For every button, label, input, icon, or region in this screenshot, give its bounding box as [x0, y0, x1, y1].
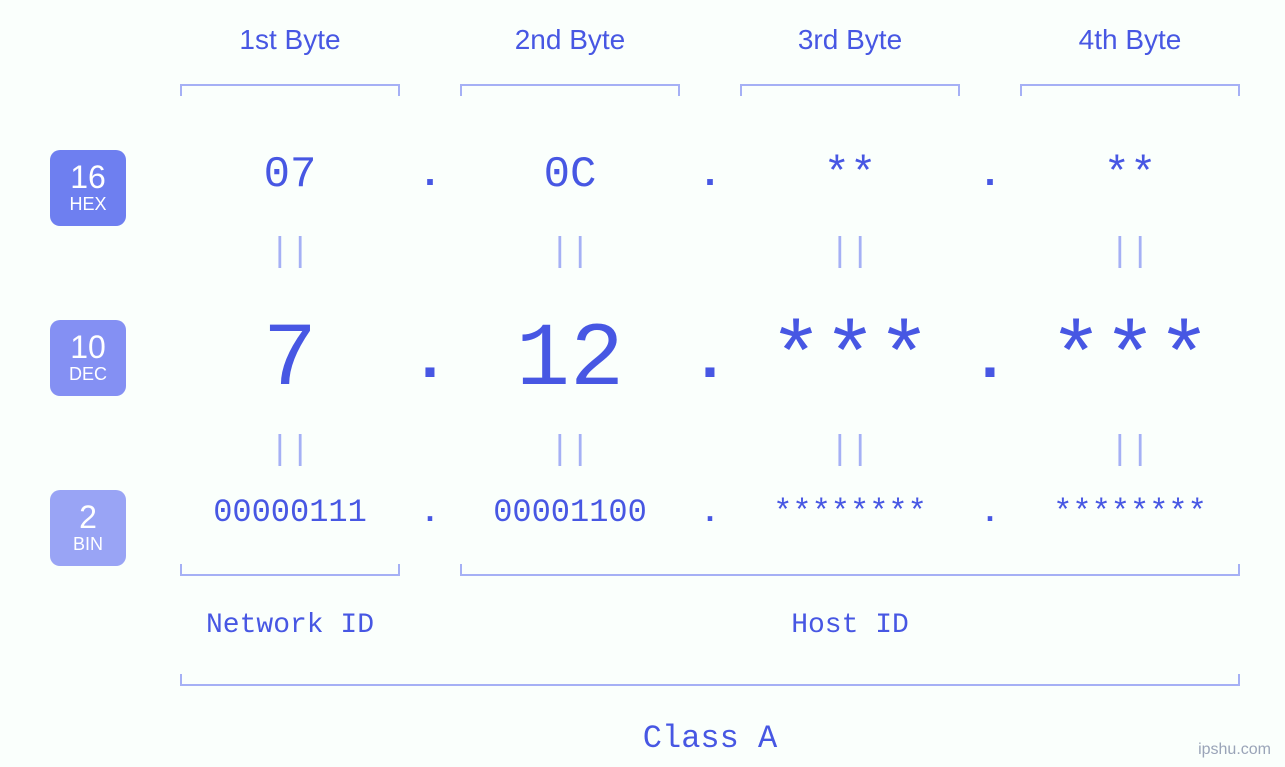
- dec-byte-3: ***: [740, 310, 960, 412]
- byte-header-3: 3rd Byte: [740, 24, 960, 56]
- equals-icon: ||: [1020, 234, 1240, 272]
- bin-byte-4: ********: [1020, 494, 1240, 531]
- dot-icon: .: [680, 325, 740, 397]
- network-bracket: [180, 564, 400, 576]
- hex-badge: 16 HEX: [50, 150, 126, 226]
- equals-icon: ||: [740, 234, 960, 272]
- host-id-label: Host ID: [460, 610, 1240, 641]
- equals-row-1: || || || ||: [180, 234, 1240, 272]
- equals-icon: ||: [1020, 432, 1240, 470]
- network-id-label: Network ID: [180, 610, 400, 641]
- dot-icon: .: [400, 494, 460, 531]
- bin-byte-3: ********: [740, 494, 960, 531]
- top-bracket-2: [460, 84, 680, 96]
- equals-icon: ||: [180, 234, 400, 272]
- equals-icon: ||: [460, 432, 680, 470]
- equals-icon: ||: [180, 432, 400, 470]
- hex-badge-label: HEX: [69, 195, 106, 215]
- dot-icon: .: [960, 325, 1020, 397]
- dec-byte-2: 12: [460, 310, 680, 412]
- dot-icon: .: [960, 494, 1020, 531]
- hex-row: 07 . 0C . ** . **: [180, 150, 1240, 200]
- dot-icon: .: [680, 153, 740, 198]
- bin-row: 00000111 . 00001100 . ******** . *******…: [180, 494, 1240, 531]
- dot-icon: .: [400, 153, 460, 198]
- byte-header-4: 4th Byte: [1020, 24, 1240, 56]
- class-bracket: [180, 674, 1240, 686]
- dec-badge-label: DEC: [69, 365, 107, 385]
- hex-byte-3: **: [740, 150, 960, 200]
- hex-byte-4: **: [1020, 150, 1240, 200]
- hex-badge-num: 16: [70, 161, 106, 193]
- dot-icon: .: [960, 153, 1020, 198]
- dec-byte-1: 7: [180, 310, 400, 412]
- hex-byte-2: 0C: [460, 150, 680, 200]
- equals-icon: ||: [740, 432, 960, 470]
- dec-byte-4: ***: [1020, 310, 1240, 412]
- byte-header-2: 2nd Byte: [460, 24, 680, 56]
- watermark: ipshu.com: [1198, 741, 1271, 759]
- bin-badge-num: 2: [79, 501, 97, 533]
- bin-badge-label: BIN: [73, 535, 103, 555]
- host-bracket: [460, 564, 1240, 576]
- hex-byte-1: 07: [180, 150, 400, 200]
- top-bracket-3: [740, 84, 960, 96]
- equals-icon: ||: [460, 234, 680, 272]
- dot-icon: .: [400, 325, 460, 397]
- bin-badge: 2 BIN: [50, 490, 126, 566]
- dec-row: 7 . 12 . *** . ***: [180, 310, 1240, 412]
- equals-row-2: || || || ||: [180, 432, 1240, 470]
- byte-header-1: 1st Byte: [180, 24, 400, 56]
- ip-diagram: 1st Byte 2nd Byte 3rd Byte 4th Byte 16 H…: [0, 0, 1285, 767]
- bin-byte-1: 00000111: [180, 494, 400, 531]
- bin-byte-2: 00001100: [460, 494, 680, 531]
- top-bracket-1: [180, 84, 400, 96]
- dot-icon: .: [680, 494, 740, 531]
- dec-badge: 10 DEC: [50, 320, 126, 396]
- dec-badge-num: 10: [70, 331, 106, 363]
- top-bracket-4: [1020, 84, 1240, 96]
- class-label: Class A: [180, 720, 1240, 757]
